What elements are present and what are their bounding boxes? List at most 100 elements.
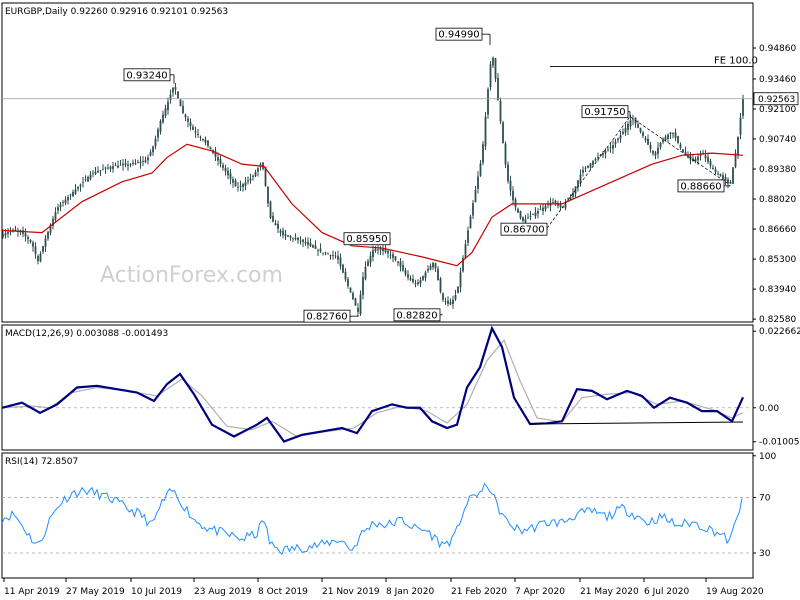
candle-body	[244, 182, 247, 186]
candle-body	[632, 119, 634, 121]
candle-body	[742, 98, 744, 116]
watermark: ActionForex.com	[100, 263, 283, 288]
candle-body	[659, 142, 662, 148]
candle-body	[592, 161, 594, 165]
ohlc-open: 0.92260	[71, 7, 108, 17]
candle-body	[582, 169, 584, 173]
candle-body	[509, 180, 512, 191]
candle-body	[399, 261, 402, 267]
candle-body	[329, 254, 332, 257]
candle-body	[652, 150, 654, 154]
candle-body	[177, 91, 179, 98]
candle-body	[599, 154, 602, 156]
candle-body	[364, 266, 367, 280]
candle-body	[319, 248, 322, 252]
candle-body	[234, 180, 237, 187]
candle-body	[27, 237, 29, 240]
candle-body	[289, 236, 292, 238]
candle-body	[84, 179, 87, 181]
candle-body	[474, 189, 477, 203]
candle-body	[214, 151, 217, 157]
candle-body	[504, 143, 507, 165]
candle-body	[269, 201, 272, 218]
candle-body	[712, 167, 714, 170]
candle-body	[39, 253, 42, 262]
candle-body	[387, 251, 389, 254]
candle-body	[479, 163, 482, 176]
candle-body	[559, 203, 562, 208]
candle-body	[204, 139, 207, 143]
candle-body	[612, 145, 614, 149]
candle-body	[404, 270, 407, 275]
candle-body	[174, 87, 177, 90]
date-tick-label: 6 Jul 2020	[644, 587, 689, 597]
candle-body	[619, 135, 622, 139]
candle-body	[684, 151, 687, 155]
candle-body	[494, 58, 497, 79]
candle-body	[12, 229, 14, 231]
candle-body	[529, 215, 532, 217]
annotation-box	[500, 222, 548, 236]
candle-body	[97, 170, 99, 173]
timeframe: Daily	[45, 7, 68, 17]
candle-body	[62, 202, 64, 203]
candle-body	[587, 165, 589, 168]
date-tick-label: 10 Jul 2019	[131, 587, 182, 597]
candle-body	[442, 293, 444, 300]
candle-body	[292, 238, 294, 240]
candle-body	[449, 302, 452, 305]
annotation-box	[393, 308, 441, 322]
candle-body	[282, 230, 284, 236]
candle-body	[444, 300, 447, 302]
rsi-header: RSI(14) 72.8507	[5, 457, 78, 467]
candle-body	[252, 175, 254, 177]
candle-body	[247, 180, 249, 182]
candle-body	[59, 204, 62, 208]
candle-body	[69, 194, 72, 196]
candle-body	[44, 238, 47, 247]
candle-body	[182, 105, 184, 113]
candle-body	[277, 223, 279, 229]
candle-body	[597, 156, 599, 158]
candle-body	[169, 94, 172, 100]
price-layer: FE 100.0 0.93240 0.94990 0.91750 0.85950 0.86…	[1, 27, 758, 323]
candle-body	[544, 205, 547, 210]
candle-body	[719, 174, 722, 177]
candle-body	[159, 120, 162, 132]
candle-body	[202, 139, 204, 141]
candle-body	[427, 268, 429, 271]
annotation-label: 0.88660	[680, 181, 721, 192]
candle-body	[517, 209, 519, 213]
candle-body	[674, 132, 677, 138]
candle-body	[359, 294, 362, 315]
annotation-label: 0.86700	[503, 225, 544, 236]
candle-body	[207, 140, 209, 146]
candle-body	[119, 164, 122, 166]
candle-body	[672, 133, 674, 135]
candle-body	[199, 136, 202, 138]
candle-body	[167, 101, 169, 111]
candle-body	[572, 192, 574, 197]
candle-body	[499, 100, 502, 122]
candle-body	[569, 197, 572, 201]
candle-body	[37, 255, 39, 262]
candle-body	[334, 255, 337, 257]
candle-body	[337, 255, 339, 260]
candle-body	[539, 209, 542, 211]
candle-body	[667, 134, 669, 139]
annotation-box	[581, 105, 629, 119]
candle-body	[577, 180, 579, 187]
candle-body	[607, 149, 609, 151]
rsi-tick-label: 100	[759, 452, 776, 462]
candle-body	[432, 262, 434, 268]
macd-tick-label: -0.010052	[759, 438, 800, 448]
candle-body	[507, 164, 509, 182]
candle-body	[454, 295, 457, 300]
candle-body	[642, 132, 644, 137]
candle-body	[614, 141, 617, 145]
candle-body	[537, 210, 539, 214]
annotation-label: 0.93240	[126, 70, 167, 81]
candle-body	[464, 244, 467, 258]
